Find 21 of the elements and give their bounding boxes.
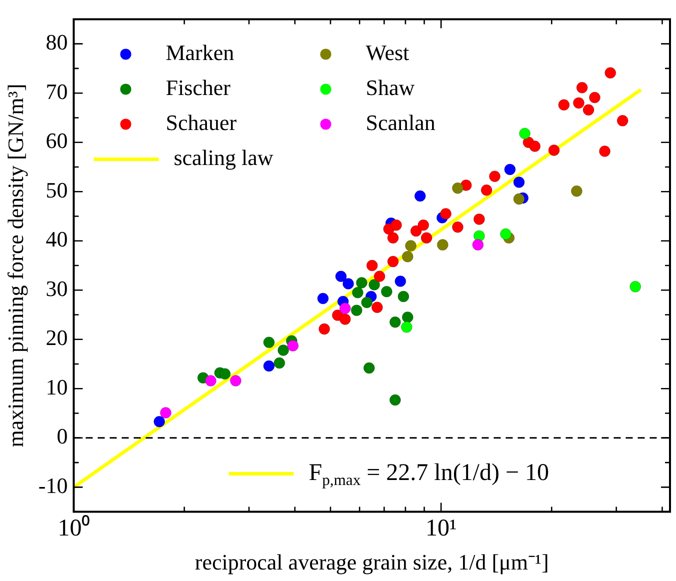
legend-label: Schauer: [166, 110, 238, 135]
y-tick-label: 10: [46, 374, 68, 400]
legend-label: Scanlan: [366, 110, 436, 135]
x-tick-label: 10¹: [425, 515, 457, 542]
y-tick-label: 80: [46, 30, 68, 55]
y-tick-label: 0: [56, 424, 68, 449]
y-tick-label: 30: [46, 276, 68, 301]
legend-label: West: [366, 40, 410, 65]
y-tick-label: 70: [46, 78, 68, 104]
y-tick-label: 20: [46, 325, 68, 350]
legend-label: scaling law: [174, 144, 274, 170]
y-axis-title: maximum pinning force density [GN/m³]: [2, 84, 28, 448]
legend-label: Shaw: [366, 74, 415, 100]
legend-label: Fischer: [166, 74, 232, 100]
x-axis-title: reciprocal average grain size, 1/d [μm⁻¹]: [194, 550, 549, 575]
y-tick-label: 40: [46, 226, 68, 252]
legend-label: Marken: [166, 40, 234, 65]
y-tick-label: 60: [46, 128, 68, 154]
y-tick-label: -10: [38, 472, 68, 498]
x-tick-label: 10⁰: [58, 514, 90, 542]
y-tick-label: 50: [46, 177, 68, 202]
